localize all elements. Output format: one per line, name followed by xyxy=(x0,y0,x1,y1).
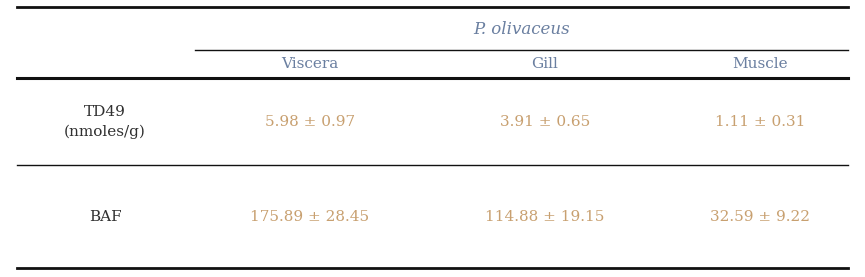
Text: 114.88 ± 19.15: 114.88 ± 19.15 xyxy=(485,210,605,224)
Text: 5.98 ± 0.97: 5.98 ± 0.97 xyxy=(265,115,355,129)
Text: 3.91 ± 0.65: 3.91 ± 0.65 xyxy=(500,115,590,129)
Text: P. olivaceus: P. olivaceus xyxy=(473,20,570,37)
Text: TD49
(nmoles/g): TD49 (nmoles/g) xyxy=(64,105,146,139)
Text: Viscera: Viscera xyxy=(281,57,338,71)
Text: 32.59 ± 9.22: 32.59 ± 9.22 xyxy=(710,210,810,224)
Text: Muscle: Muscle xyxy=(732,57,788,71)
Text: 175.89 ± 28.45: 175.89 ± 28.45 xyxy=(251,210,369,224)
Text: 1.11 ± 0.31: 1.11 ± 0.31 xyxy=(714,115,805,129)
Text: Gill: Gill xyxy=(532,57,559,71)
Text: BAF: BAF xyxy=(89,210,121,224)
